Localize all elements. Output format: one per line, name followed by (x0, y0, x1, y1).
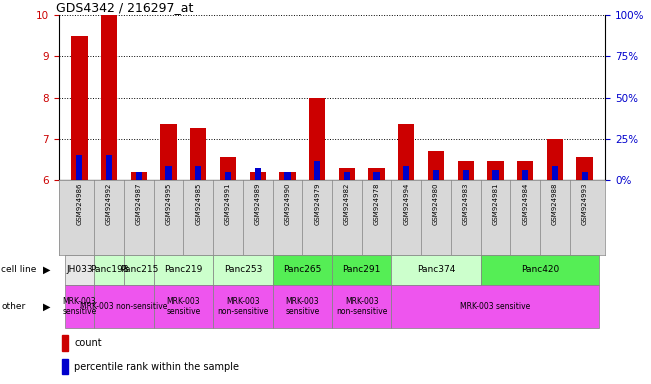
Bar (94, 255, 124, 285)
Bar (62, 359, 68, 374)
Bar (255, 168, 261, 180)
Bar (576, 157, 593, 180)
Bar (517, 161, 533, 180)
Text: JH033: JH033 (66, 265, 92, 275)
Text: GSM924993: GSM924993 (581, 182, 588, 225)
Bar (154, 285, 213, 328)
Bar (522, 170, 529, 180)
Text: GSM924979: GSM924979 (314, 182, 320, 225)
Text: cell line: cell line (1, 265, 36, 275)
Bar (284, 172, 290, 180)
Bar (106, 155, 112, 180)
Bar (225, 172, 231, 180)
Text: GSM924991: GSM924991 (225, 182, 231, 225)
Bar (213, 285, 273, 328)
Bar (220, 157, 236, 180)
Bar (165, 166, 172, 180)
Text: GSM924989: GSM924989 (255, 182, 260, 225)
Text: GSM924992: GSM924992 (106, 182, 112, 225)
Text: GSM924988: GSM924988 (552, 182, 558, 225)
Bar (391, 255, 480, 285)
Text: ▶: ▶ (43, 301, 51, 311)
Text: Panc219: Panc219 (164, 265, 202, 275)
Bar (374, 172, 380, 180)
Text: GSM924980: GSM924980 (433, 182, 439, 225)
Bar (368, 168, 385, 180)
Text: GSM924983: GSM924983 (463, 182, 469, 225)
Bar (101, 15, 117, 180)
Text: GSM924986: GSM924986 (76, 182, 83, 225)
Text: Panc420: Panc420 (521, 265, 559, 275)
Text: Panc374: Panc374 (417, 265, 455, 275)
Bar (552, 166, 558, 180)
Bar (273, 255, 332, 285)
Text: GDS4342 / 216297_at: GDS4342 / 216297_at (56, 1, 193, 14)
Bar (135, 172, 142, 180)
Bar (581, 172, 588, 180)
Bar (64, 285, 94, 328)
Text: GSM924995: GSM924995 (165, 182, 172, 225)
Text: MRK-003 sensitive: MRK-003 sensitive (460, 302, 531, 311)
Bar (279, 172, 296, 180)
Bar (124, 255, 154, 285)
Text: Panc265: Panc265 (283, 265, 322, 275)
Bar (480, 255, 600, 285)
Bar (64, 255, 94, 285)
Text: other: other (1, 302, 25, 311)
Text: ▶: ▶ (43, 265, 51, 275)
Bar (488, 161, 504, 180)
Text: count: count (74, 338, 102, 348)
Bar (160, 124, 176, 180)
Bar (62, 335, 68, 351)
Text: GSM924978: GSM924978 (374, 182, 380, 225)
Text: MRK-003
sensitive: MRK-003 sensitive (285, 297, 320, 316)
Bar (428, 151, 444, 180)
Bar (71, 36, 88, 180)
Text: Panc215: Panc215 (120, 265, 158, 275)
Bar (314, 161, 320, 180)
Text: MRK-003
non-sensitive: MRK-003 non-sensitive (336, 297, 387, 316)
Bar (391, 285, 600, 328)
Bar (195, 166, 201, 180)
Bar (403, 166, 409, 180)
Text: percentile rank within the sample: percentile rank within the sample (74, 362, 239, 372)
Text: Panc253: Panc253 (224, 265, 262, 275)
Bar (131, 172, 147, 180)
Bar (398, 124, 415, 180)
Text: GSM924981: GSM924981 (492, 182, 499, 225)
Bar (249, 172, 266, 180)
Text: MRK-003 non-sensitive: MRK-003 non-sensitive (80, 302, 168, 311)
Bar (433, 170, 439, 180)
Bar (94, 285, 154, 328)
Bar (463, 170, 469, 180)
Bar (547, 139, 563, 180)
Bar (332, 255, 391, 285)
Bar (339, 168, 355, 180)
Bar (273, 285, 332, 328)
Text: Panc198: Panc198 (90, 265, 128, 275)
Text: Panc291: Panc291 (342, 265, 381, 275)
Text: GSM924987: GSM924987 (136, 182, 142, 225)
Bar (492, 170, 499, 180)
Bar (213, 255, 273, 285)
Text: MRK-003
sensitive: MRK-003 sensitive (62, 297, 96, 316)
Bar (76, 155, 83, 180)
Text: MRK-003
non-sensitive: MRK-003 non-sensitive (217, 297, 269, 316)
Text: GSM924985: GSM924985 (195, 182, 201, 225)
Bar (458, 161, 474, 180)
Bar (344, 172, 350, 180)
Text: GSM924982: GSM924982 (344, 182, 350, 225)
Bar (190, 128, 206, 180)
Bar (309, 98, 326, 180)
Bar (332, 285, 391, 328)
Bar (154, 255, 213, 285)
Text: MRK-003
sensitive: MRK-003 sensitive (166, 297, 201, 316)
Text: GSM924984: GSM924984 (522, 182, 528, 225)
Text: GSM924994: GSM924994 (404, 182, 409, 225)
Text: GSM924990: GSM924990 (284, 182, 290, 225)
